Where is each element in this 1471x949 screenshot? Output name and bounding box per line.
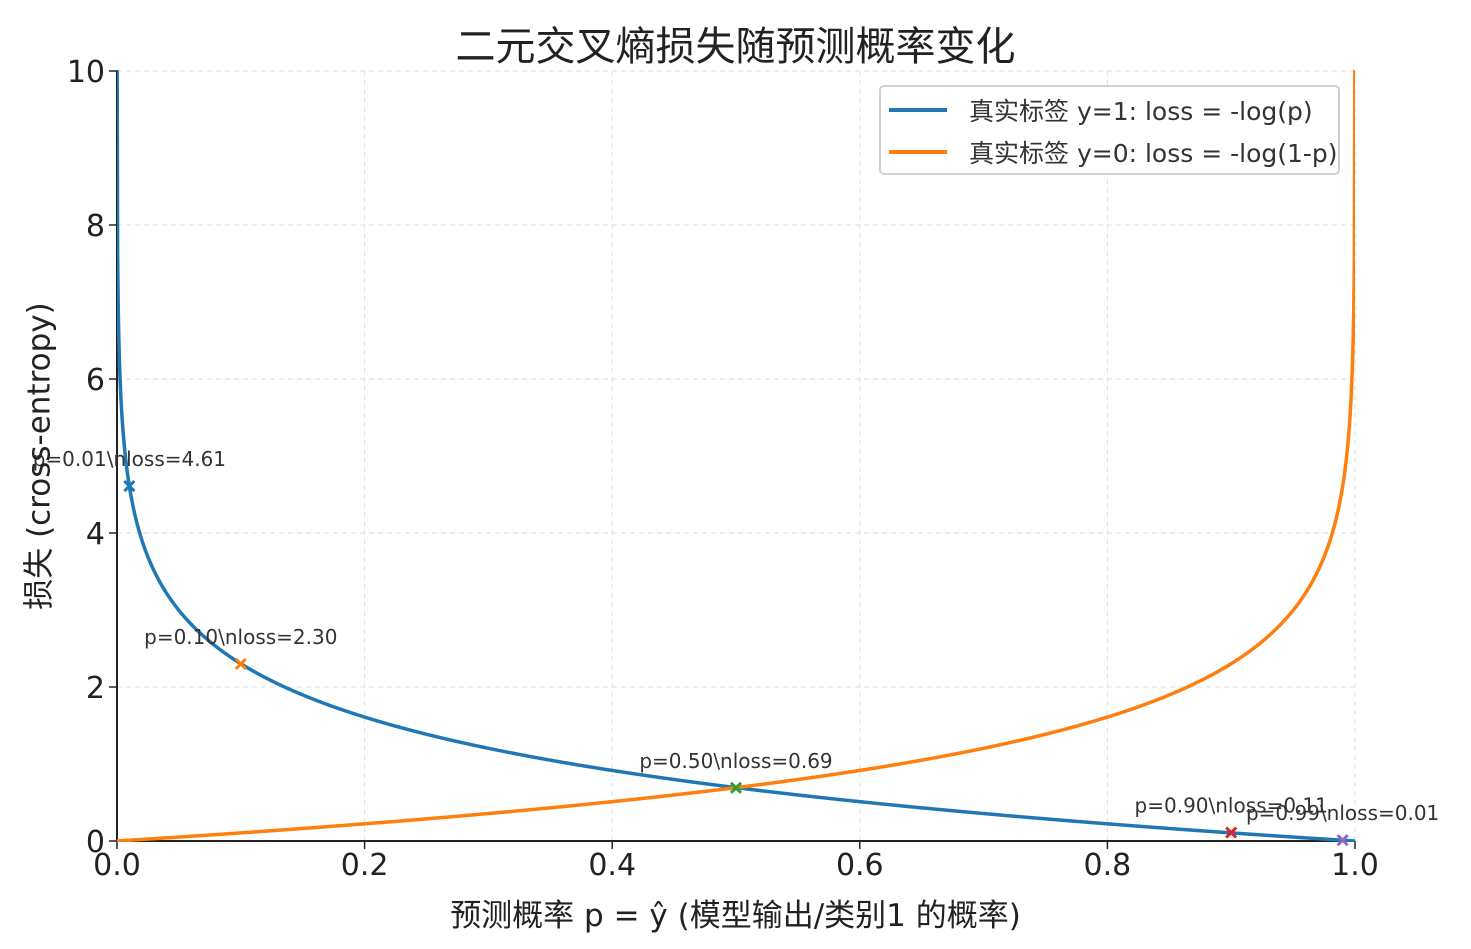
legend-label-y0: 真实标签 y=0: loss = -log(1-p): [969, 139, 1338, 168]
legend-item-y1: 真实标签 y=1: loss = -log(p): [889, 92, 1313, 128]
marker-cross: [123, 479, 136, 493]
x-tick-label: 0.6: [836, 848, 884, 883]
legend-swatch-y1: [889, 108, 947, 112]
x-tick-label: 0.8: [1084, 848, 1132, 883]
marker-point: [123, 479, 136, 493]
y-tick-label: 4: [86, 517, 105, 552]
y-tick-label: 2: [86, 671, 105, 706]
legend: 真实标签 y=1: loss = -log(p) 真实标签 y=0: loss …: [879, 85, 1340, 175]
y-tick-label: 10: [67, 55, 105, 90]
marker-cross: [1225, 826, 1238, 839]
y-axis-label: 损失 (cross-entropy): [21, 302, 58, 610]
x-axis-label: 预测概率 p = ŷ (模型输出/类别1 的概率): [450, 898, 1021, 934]
y-tick-label: 6: [86, 363, 105, 398]
marker-label: p=0.50\nloss=0.69: [639, 749, 832, 773]
marker-cross: [234, 657, 247, 670]
legend-swatch-y0: [889, 150, 947, 154]
legend-label-y1: 真实标签 y=1: loss = -log(p): [969, 97, 1313, 126]
marker-point: [1336, 834, 1349, 847]
x-tick-label: 1.0: [1331, 848, 1379, 883]
x-tick-label: 0.2: [341, 848, 389, 883]
chart-title: 二元交叉熵损失随预测概率变化: [455, 24, 1016, 70]
legend-item-y0: 真实标签 y=0: loss = -log(1-p): [889, 134, 1338, 170]
x-tick-label: 0.0: [93, 848, 141, 883]
marker-label: p=0.90\nloss=0.11: [1135, 794, 1328, 818]
x-tick-label: 0.4: [588, 848, 636, 883]
marker-point: [1225, 826, 1238, 839]
y-tick-label: 8: [86, 209, 105, 244]
marker-cross: [1336, 834, 1349, 847]
marker-cross: [729, 781, 743, 794]
marker-point: [729, 781, 743, 794]
marker-label: p=0.99\nloss=0.01: [1246, 801, 1439, 825]
y-tick-label: 0: [86, 825, 105, 860]
marker-point: [234, 657, 247, 670]
marker-label: p=0.10\nloss=2.30: [144, 625, 337, 649]
marker-label: p=0.01\nloss=4.61: [33, 447, 226, 471]
